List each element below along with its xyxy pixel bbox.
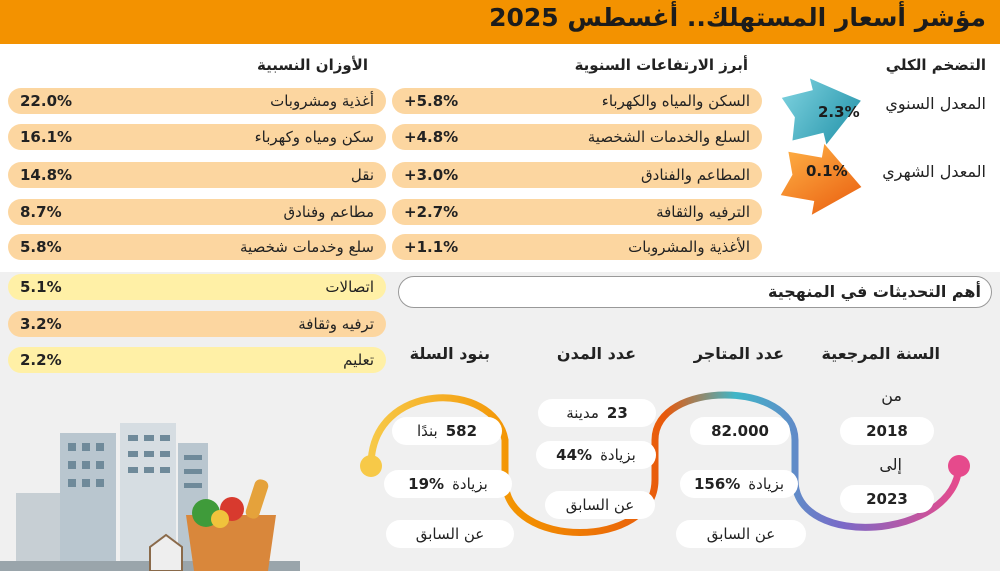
increase-row: الترفيه والثقافة +2.7%	[392, 199, 762, 225]
increase-label: المطاعم والفنادق	[641, 166, 750, 184]
weight-row: سكن ومياه وكهرباء 16.1%	[8, 124, 386, 150]
increase-row: السكن والمياه والكهرباء +5.8%	[392, 88, 762, 114]
weight-row: ترفيه وثقافة 3.2%	[8, 311, 386, 337]
stores-count-chip: 82.000	[690, 417, 790, 445]
cities-increase-label: بزيادة	[600, 446, 636, 464]
weight-row: تعليم 2.2%	[8, 347, 386, 373]
weight-row: مطاعم وفنادق 8.7%	[8, 199, 386, 225]
increase-value: +2.7%	[404, 203, 459, 221]
increase-value: +4.8%	[404, 128, 459, 146]
weight-label: مطاعم وفنادق	[283, 203, 374, 221]
weight-value: 16.1%	[20, 128, 73, 146]
basket-count-chip: 582 بندًا	[392, 417, 502, 445]
weight-row: اتصالات 5.1%	[8, 274, 386, 300]
stores-increase-chip: بزيادة 156%	[680, 470, 798, 498]
monthly-rate-label: المعدل الشهري	[882, 162, 986, 181]
basket-count: 582	[445, 422, 478, 440]
methodology-bar: أهم التحديثات في المنهجية	[398, 276, 992, 308]
weight-label: تعليم	[343, 351, 374, 369]
cities-count-chip: 23 مدينة	[538, 399, 656, 427]
cities-count: 23	[606, 404, 628, 422]
monthly-rate-value: 0.1%	[806, 162, 848, 180]
cities-increase-chip: بزيادة 44%	[536, 441, 656, 469]
weight-row: أغذية ومشروبات 22.0%	[8, 88, 386, 114]
city-grocery-illustration	[0, 423, 300, 571]
to-year-chip: 2023	[840, 485, 934, 513]
weight-value: 5.1%	[20, 278, 62, 296]
stores-increase-label: بزيادة	[748, 475, 785, 493]
weight-value: 3.2%	[20, 315, 62, 333]
basket-increase: 19%	[408, 475, 445, 493]
weight-row: سلع وخدمات شخصية 5.8%	[8, 234, 386, 260]
basket-increase-label: بزيادة	[452, 475, 488, 493]
increase-row: المطاعم والفنادق +3.0%	[392, 162, 762, 188]
cities-suffix-chip: عن السابق	[545, 491, 655, 519]
base-year-heading: السنة المرجعية	[821, 344, 940, 363]
weight-value: 8.7%	[20, 203, 62, 221]
title-bar: مؤشر أسعار المستهلك.. أغسطس 2025	[0, 0, 1000, 44]
basket-heading: بنود السلة	[409, 344, 490, 363]
stores-suffix: عن السابق	[706, 525, 776, 543]
weight-label: أغذية ومشروبات	[270, 92, 374, 110]
increase-value: +3.0%	[404, 166, 459, 184]
annual-arrow-icon	[780, 74, 866, 150]
stores-increase: 156%	[693, 475, 741, 493]
cities-increase: 44%	[556, 446, 593, 464]
weight-value: 5.8%	[20, 238, 62, 256]
stores-count: 82.000	[711, 422, 769, 440]
from-label: من	[881, 386, 902, 405]
increase-value: +5.8%	[404, 92, 459, 110]
basket-increase-chip: بزيادة 19%	[384, 470, 512, 498]
basket-suffix: عن السابق	[415, 525, 485, 543]
increase-label: الأغذية والمشروبات	[628, 238, 750, 256]
weight-value: 14.8%	[20, 166, 73, 184]
stores-heading: عدد المتاجر	[693, 344, 784, 363]
weight-label: نقل	[350, 166, 374, 184]
from-year: 2018	[866, 422, 908, 440]
weight-row: نقل 14.8%	[8, 162, 386, 188]
increases-heading: أبرز الارتفاعات السنوية	[574, 56, 748, 74]
increase-label: السلع والخدمات الشخصية	[587, 128, 750, 146]
weight-value: 2.2%	[20, 351, 62, 369]
basket-suffix-chip: عن السابق	[386, 520, 514, 548]
weight-label: سكن ومياه وكهرباء	[254, 128, 374, 146]
annual-rate-value: 2.3%	[818, 103, 860, 121]
to-label: إلى	[879, 455, 902, 474]
methodology-heading: أهم التحديثات في المنهجية	[768, 282, 981, 301]
weight-label: سلع وخدمات شخصية	[240, 238, 374, 256]
weights-heading: الأوزان النسبية	[257, 56, 368, 74]
annual-rate-label: المعدل السنوي	[885, 94, 986, 113]
weight-label: اتصالات	[325, 278, 374, 296]
increase-label: السكن والمياه والكهرباء	[601, 92, 750, 110]
to-year: 2023	[866, 490, 908, 508]
increase-row: الأغذية والمشروبات +1.1%	[392, 234, 762, 260]
monthly-arrow-icon	[776, 140, 866, 224]
stores-suffix-chip: عن السابق	[676, 520, 806, 548]
weight-value: 22.0%	[20, 92, 73, 110]
weight-label: ترفيه وثقافة	[298, 315, 374, 333]
page-title: مؤشر أسعار المستهلك.. أغسطس 2025	[489, 3, 986, 32]
inflation-heading: التضخم الكلي	[885, 56, 986, 74]
cities-unit: مدينة	[566, 404, 599, 422]
cities-heading: عدد المدن	[556, 344, 636, 363]
basket-unit: بندًا	[416, 422, 438, 440]
cities-suffix: عن السابق	[565, 496, 635, 514]
increase-row: السلع والخدمات الشخصية +4.8%	[392, 124, 762, 150]
increase-value: +1.1%	[404, 238, 459, 256]
from-year-chip: 2018	[840, 417, 934, 445]
increase-label: الترفيه والثقافة	[656, 203, 750, 221]
